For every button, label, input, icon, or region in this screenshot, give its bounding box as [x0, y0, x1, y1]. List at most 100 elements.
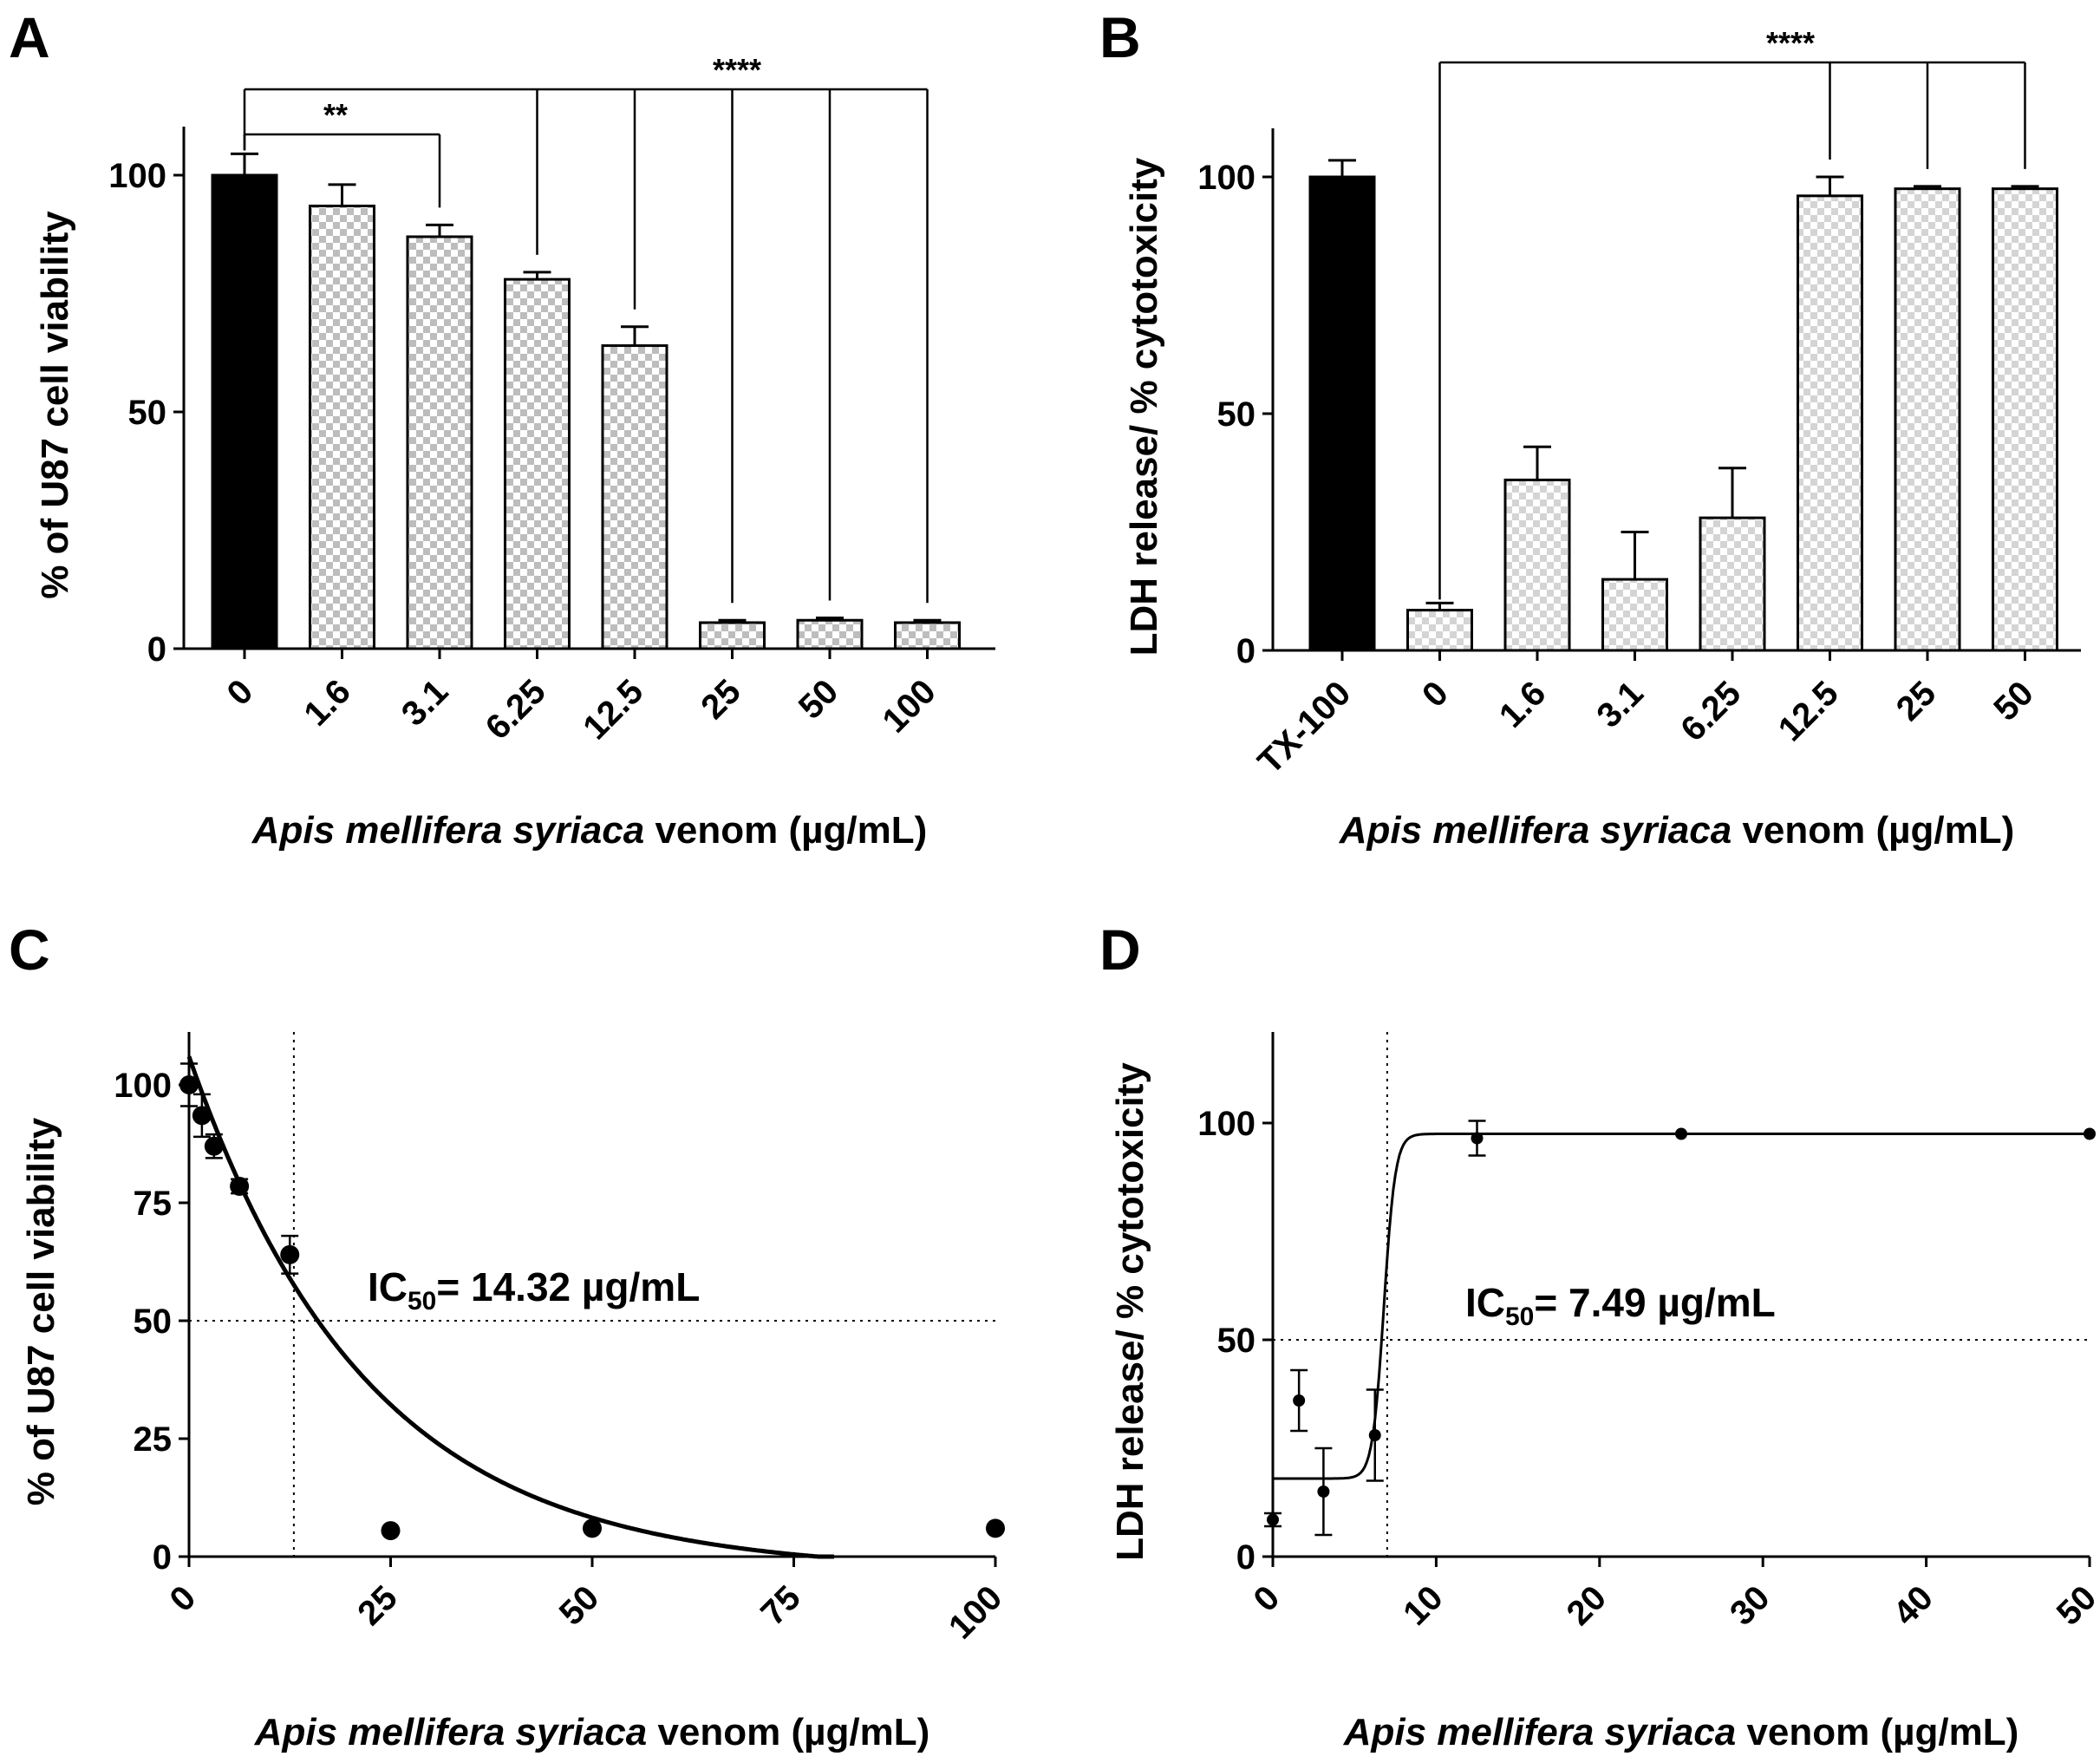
data-point: [179, 1075, 199, 1094]
fit-curve: [186, 1055, 834, 1559]
data-point: [1317, 1485, 1330, 1498]
x-tick-label: 6.25: [479, 672, 553, 747]
data-point: [583, 1518, 602, 1538]
y-tick-label: 0: [1236, 632, 1255, 670]
x-tick-label: 30: [1723, 1578, 1777, 1633]
bar: [1797, 194, 1863, 652]
x-axis-label-unit: venom (µg/mL): [1732, 809, 2014, 852]
y-tick-label: 50: [134, 1303, 173, 1341]
x-tick-label: 50: [1986, 674, 2041, 728]
data-point: [204, 1136, 224, 1156]
x-tick-label: 50: [552, 1578, 607, 1633]
ic50-label: IC: [1465, 1280, 1505, 1325]
x-axis-label-unit: venom (µg/mL): [644, 809, 927, 852]
x-tick-label: 100: [876, 672, 943, 740]
y-tick-label: 100: [1197, 1105, 1255, 1143]
x-tick-label: 25: [694, 672, 748, 727]
y-axis-label: LDH release/ % cytotoxicity: [1123, 157, 1165, 656]
x-axis-label-italic: Apis mellifera syriaca: [254, 1711, 647, 1753]
panel-letter-d: D: [1099, 917, 1141, 982]
x-axis-label: Apis mellifera syriaca venom (µg/mL): [1339, 809, 2015, 852]
bar: [406, 235, 473, 650]
x-axis-label-italic: Apis mellifera syriaca: [1339, 809, 1732, 852]
x-tick-label: TX-100: [1250, 674, 1358, 781]
x-tick-label: 0: [1247, 1578, 1288, 1619]
y-tick-label: 0: [1236, 1538, 1255, 1577]
bar: [699, 621, 766, 650]
x-tick-label: 25: [1889, 674, 1944, 728]
x-tick-label: 20: [1560, 1578, 1614, 1633]
significance-label: ****: [1766, 25, 1815, 61]
panel-letter-a: A: [9, 5, 50, 69]
bar: [1503, 478, 1571, 652]
ic50-value: = 7.49 µg/mL: [1534, 1280, 1775, 1325]
data-point: [280, 1244, 300, 1264]
x-axis-label-unit: venom (µg/mL): [647, 1711, 929, 1753]
data-point: [1267, 1513, 1279, 1526]
y-tick-label: 100: [114, 1067, 172, 1105]
bar: [1601, 578, 1668, 652]
x-axis-label-unit: venom (µg/mL): [1736, 1711, 2018, 1753]
y-axis-label: % of U87 cell viability: [20, 1117, 62, 1505]
bar: [796, 618, 864, 650]
x-tick-label: 0: [1415, 674, 1456, 715]
x-tick-label: 0: [163, 1578, 204, 1619]
x-tick-label: 40: [1886, 1578, 1940, 1633]
data-point: [381, 1521, 401, 1541]
ic50-label: IC: [368, 1264, 408, 1309]
ic50-subscript: 50: [1505, 1303, 1534, 1331]
y-axis-label: LDH release/ % cytotoxicity: [1109, 1062, 1151, 1561]
bar: [1406, 609, 1473, 652]
panel-letter-b: B: [1099, 5, 1141, 69]
x-tick-label: 1.6: [1492, 674, 1553, 735]
panel-letter-c: C: [9, 917, 50, 982]
data-point: [192, 1106, 212, 1126]
y-axis-label: % of U87 cell viability: [34, 211, 76, 599]
y-tick-label: 25: [134, 1420, 173, 1459]
x-axis-label: Apis mellifera syriaca venom (µg/mL): [254, 1711, 930, 1753]
x-tick-label: 100: [942, 1578, 1009, 1646]
x-tick-label: 12.5: [576, 672, 650, 747]
x-tick-label: 50: [792, 672, 846, 727]
significance-label: **: [323, 97, 348, 133]
bar: [309, 204, 375, 650]
x-tick-label: 25: [350, 1578, 405, 1633]
x-axis-label-italic: Apis mellifera syriaca: [251, 809, 644, 852]
bar: [504, 278, 571, 650]
x-tick-label: 0: [220, 672, 261, 713]
y-tick-label: 75: [134, 1185, 173, 1223]
x-axis-label: Apis mellifera syriaca venom (µg/mL): [251, 809, 928, 852]
ic50-annotation: IC50= 7.49 µg/mL: [1465, 1280, 1776, 1331]
x-tick-label: 12.5: [1771, 674, 1846, 748]
x-tick-label: 10: [1396, 1578, 1451, 1633]
x-tick-label: 3.1: [395, 672, 455, 733]
x-tick-label: 75: [753, 1578, 808, 1633]
data-point: [986, 1518, 1005, 1538]
ic50-value: = 14.32 µg/mL: [436, 1264, 700, 1309]
x-tick-label: 6.25: [1673, 674, 1748, 748]
y-tick-label: 0: [153, 1538, 172, 1577]
data-point: [2084, 1127, 2096, 1140]
x-axis-label: Apis mellifera syriaca venom (µg/mL): [1343, 1711, 2019, 1753]
data-point: [1293, 1394, 1306, 1407]
x-tick-label: 50: [2050, 1578, 2100, 1633]
y-tick-label: 100: [108, 157, 166, 195]
y-tick-label: 100: [1197, 159, 1255, 197]
bar: [1699, 516, 1766, 652]
y-tick-label: 50: [128, 394, 167, 432]
ic50-subscript: 50: [408, 1287, 436, 1316]
bar: [211, 173, 278, 650]
bar: [1894, 187, 1961, 652]
data-point: [1471, 1132, 1484, 1145]
bar: [894, 621, 961, 650]
bar: [1308, 175, 1376, 652]
x-axis-label-italic: Apis mellifera syriaca: [1343, 1711, 1736, 1753]
bar: [1992, 187, 2058, 652]
y-tick-label: 50: [1217, 1322, 1256, 1360]
data-point: [230, 1176, 250, 1196]
y-tick-label: 50: [1217, 395, 1256, 434]
